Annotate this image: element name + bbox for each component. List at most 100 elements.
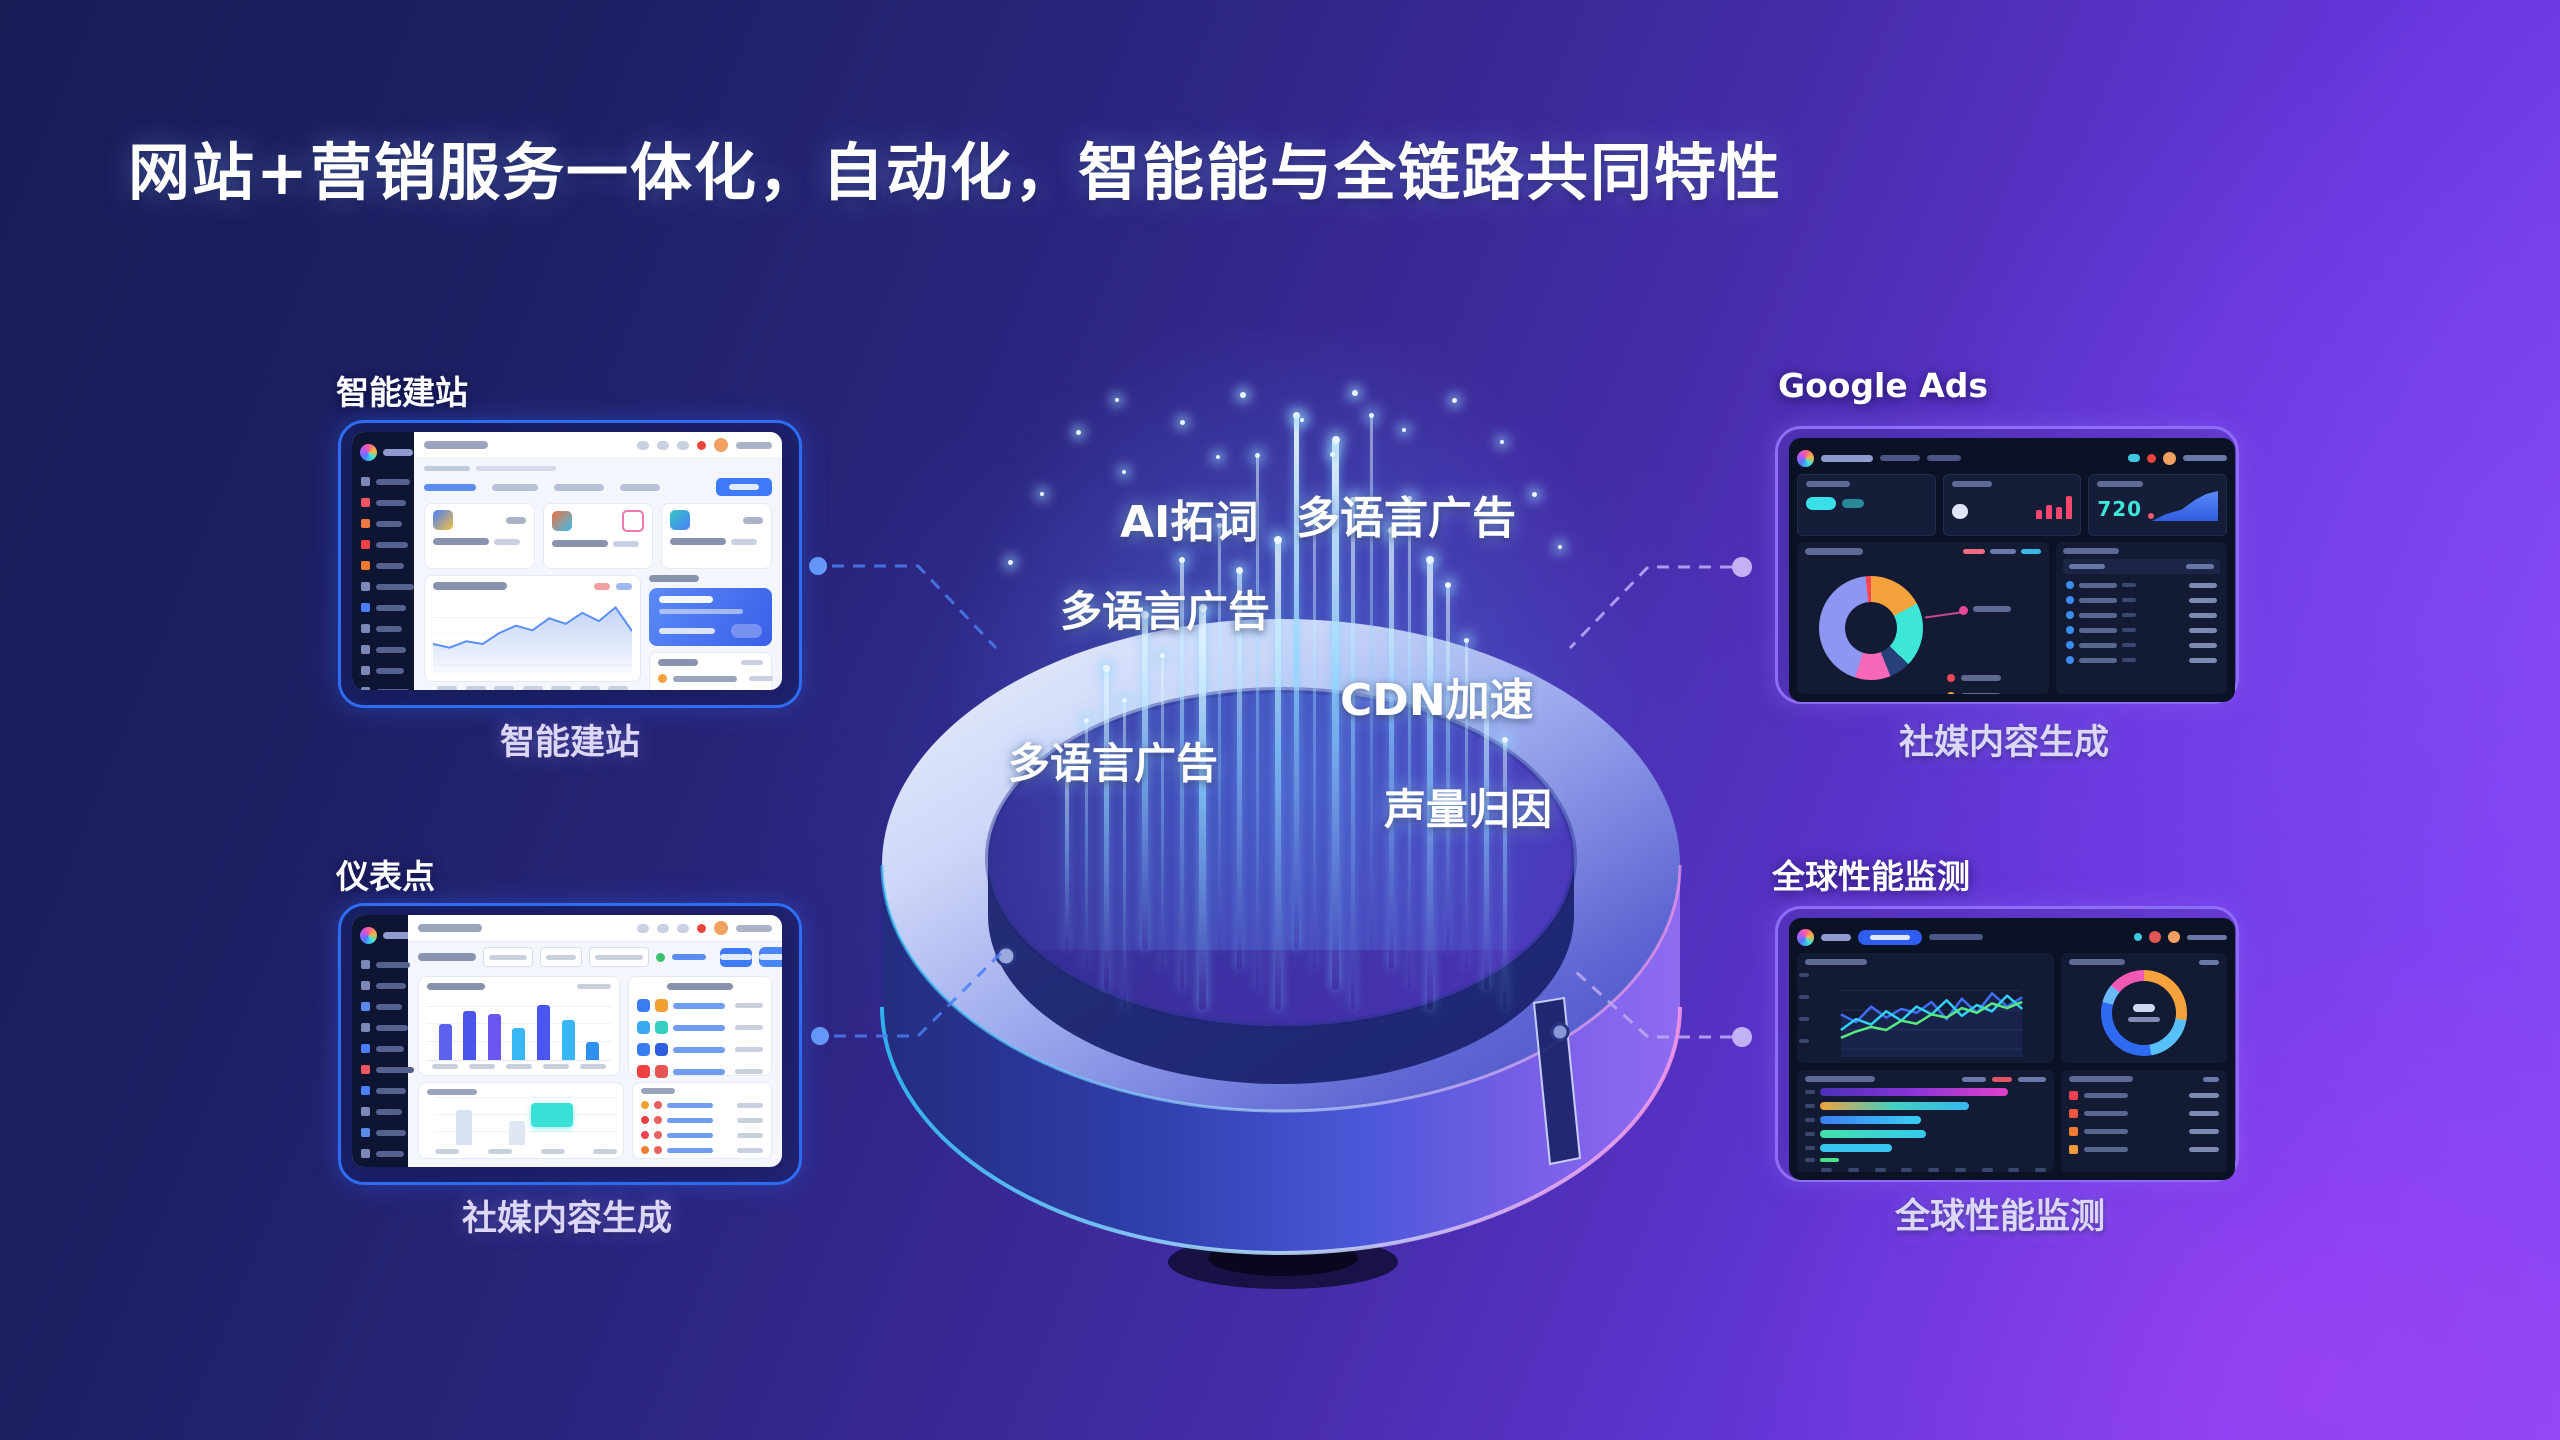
sidebar-item[interactable] <box>361 582 414 591</box>
list-item[interactable] <box>641 1131 763 1140</box>
y-label-skeleton <box>1805 1158 1815 1163</box>
table-row[interactable] <box>2063 596 2220 604</box>
filter-input[interactable] <box>483 947 533 967</box>
avatar <box>2168 931 2180 943</box>
r <box>1806 497 1927 510</box>
list-item[interactable] <box>2069 1109 2219 1119</box>
mini-bar <box>2046 505 2053 519</box>
sidebar-item[interactable] <box>361 981 406 990</box>
sparkle-dot <box>1558 545 1562 549</box>
table-row[interactable] <box>2063 581 2220 589</box>
text-skeleton <box>720 954 752 960</box>
area-shape <box>2151 491 2219 521</box>
app-logo-icon <box>1797 928 1814 946</box>
stat-value-skeleton <box>743 516 764 524</box>
active-nav-pill[interactable] <box>1858 929 1922 945</box>
sidebar-item[interactable] <box>361 1107 402 1116</box>
sidebar-item[interactable] <box>361 561 405 570</box>
list-item[interactable] <box>641 1146 763 1155</box>
text-skeleton <box>424 465 470 471</box>
menu-label-skeleton <box>376 562 404 569</box>
r <box>659 624 762 638</box>
list-item[interactable] <box>2069 1145 2219 1155</box>
text-skeleton <box>1928 1168 1940 1172</box>
placeholder-skeleton <box>595 954 643 960</box>
sidebar-item[interactable] <box>361 1044 404 1053</box>
list-item[interactable] <box>637 999 763 1012</box>
dashboard-body <box>1797 542 2227 694</box>
status-square-icon <box>2069 1127 2079 1137</box>
legend-item <box>1947 692 2001 694</box>
text-skeleton <box>735 1025 763 1030</box>
legend-dot-icon <box>1947 692 1955 694</box>
sidebar-item[interactable] <box>361 1023 408 1032</box>
sidebar-item[interactable] <box>361 603 406 612</box>
table-row[interactable] <box>2063 641 2220 649</box>
sidebar-item[interactable] <box>361 540 408 549</box>
sidebar-item[interactable] <box>361 1149 404 1158</box>
text-skeleton <box>737 1102 763 1108</box>
sidebar-item[interactable] <box>361 519 405 528</box>
list-item[interactable] <box>641 1101 763 1110</box>
link-skeleton <box>672 954 706 960</box>
table-row[interactable] <box>2063 626 2220 634</box>
sidebar-item[interactable] <box>361 960 410 969</box>
text-skeleton <box>476 465 556 471</box>
sidebar-item[interactable] <box>361 1128 406 1137</box>
text-skeleton <box>1806 481 1850 487</box>
list-item[interactable] <box>637 1043 763 1056</box>
stat-card-bottom <box>670 538 763 545</box>
text-skeleton <box>2199 959 2219 965</box>
sparkle-dot <box>1300 418 1304 422</box>
list-item[interactable] <box>637 1021 763 1034</box>
sidebar-item[interactable] <box>361 624 405 633</box>
balance-card <box>649 588 772 646</box>
beam-tip-dot <box>1293 411 1300 419</box>
list-item[interactable] <box>641 1116 763 1125</box>
list-item[interactable] <box>637 1065 763 1078</box>
text-skeleton <box>735 1069 763 1074</box>
light-beam <box>1294 415 1299 950</box>
table-row[interactable] <box>2063 656 2220 664</box>
text-skeleton <box>2078 582 2117 588</box>
sidebar-item[interactable] <box>361 1065 414 1074</box>
balance-pill[interactable] <box>731 624 762 638</box>
tab-item <box>554 483 604 491</box>
beam-tip-dot <box>1331 436 1340 444</box>
primary-button[interactable] <box>716 478 772 496</box>
text-skeleton <box>659 596 714 603</box>
panel-header <box>1805 1076 2047 1083</box>
cyan-metric-skeleton <box>1806 497 1836 510</box>
text-skeleton <box>2078 642 2117 648</box>
menu-label-skeleton <box>376 478 410 485</box>
menu-label-skeleton <box>376 1129 406 1136</box>
list-item[interactable] <box>2069 1091 2219 1101</box>
text-skeleton <box>577 984 611 989</box>
sidebar-item[interactable] <box>361 687 410 690</box>
text-skeleton <box>593 1148 618 1154</box>
x-axis-labels <box>427 1064 611 1070</box>
sidebar-item[interactable] <box>361 645 406 654</box>
sidebar-item[interactable] <box>361 477 410 486</box>
gridline <box>435 1130 618 1132</box>
text-skeleton <box>2203 1076 2219 1082</box>
sidebar-item[interactable] <box>361 498 406 507</box>
create-button[interactable] <box>759 947 782 967</box>
list-item[interactable] <box>658 674 774 683</box>
filter-input[interactable] <box>540 947 582 967</box>
search-button[interactable] <box>720 947 752 967</box>
panel-header <box>2069 959 2219 965</box>
sidebar-item[interactable] <box>361 1086 406 1095</box>
filter-input[interactable] <box>589 947 649 967</box>
annotation-line <box>1925 611 1961 619</box>
list-item[interactable] <box>2069 1127 2219 1137</box>
username-skeleton <box>2183 455 2227 461</box>
text-skeleton <box>641 1088 676 1095</box>
sidebar-item[interactable] <box>361 666 405 675</box>
dashboard-bottom <box>408 1078 782 1167</box>
table-row[interactable] <box>2063 611 2220 619</box>
sidebar-item[interactable] <box>361 1002 402 1011</box>
topbar-icon <box>657 440 669 450</box>
